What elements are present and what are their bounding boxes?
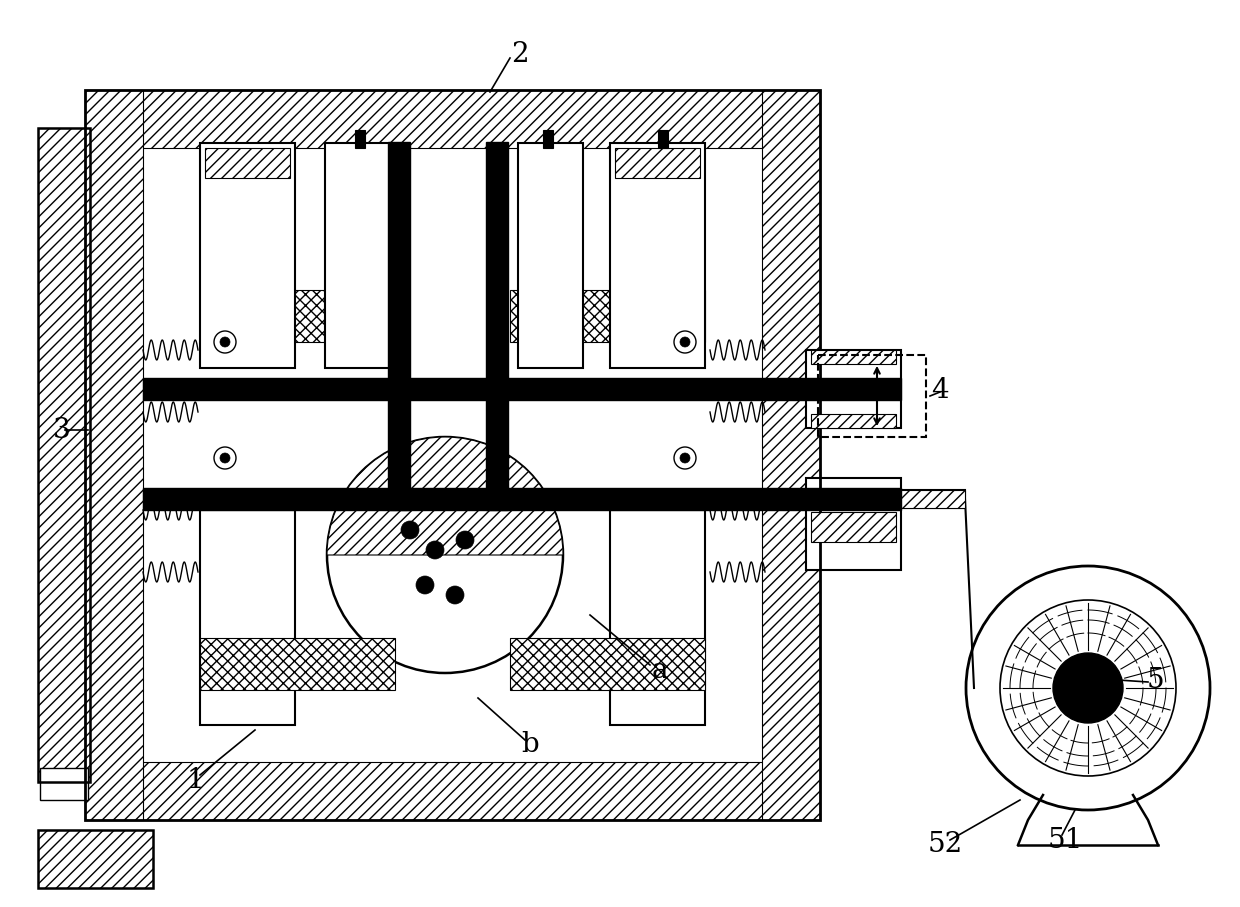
Wedge shape bbox=[327, 437, 563, 555]
Bar bbox=[811, 414, 897, 428]
Bar bbox=[355, 130, 365, 148]
Bar bbox=[38, 128, 91, 782]
Circle shape bbox=[215, 331, 236, 353]
Bar bbox=[200, 290, 396, 342]
Bar bbox=[325, 143, 391, 368]
Text: b: b bbox=[521, 732, 539, 758]
Bar bbox=[610, 143, 706, 368]
Circle shape bbox=[680, 453, 689, 463]
Text: a: a bbox=[652, 657, 668, 684]
Bar bbox=[200, 143, 295, 368]
Bar bbox=[38, 830, 153, 888]
Circle shape bbox=[401, 521, 419, 539]
Circle shape bbox=[675, 331, 696, 353]
Bar bbox=[811, 350, 897, 364]
Circle shape bbox=[219, 453, 229, 463]
Circle shape bbox=[427, 541, 444, 559]
Circle shape bbox=[219, 337, 229, 347]
Bar bbox=[200, 510, 295, 725]
Bar bbox=[388, 142, 410, 510]
Circle shape bbox=[966, 566, 1210, 810]
Bar bbox=[38, 830, 153, 888]
Bar bbox=[40, 768, 88, 800]
Bar bbox=[38, 128, 91, 782]
Bar bbox=[658, 130, 668, 148]
Bar bbox=[806, 478, 901, 570]
Circle shape bbox=[999, 600, 1176, 776]
Bar bbox=[543, 130, 553, 148]
Text: 5: 5 bbox=[1146, 667, 1164, 694]
Bar bbox=[510, 290, 706, 342]
Text: 51: 51 bbox=[1048, 826, 1083, 853]
Circle shape bbox=[680, 337, 689, 347]
Text: 1: 1 bbox=[186, 766, 203, 794]
Bar bbox=[818, 355, 926, 437]
Bar bbox=[806, 350, 901, 428]
Bar bbox=[86, 90, 820, 820]
Bar bbox=[763, 90, 820, 820]
Text: 2: 2 bbox=[511, 42, 528, 69]
Text: 52: 52 bbox=[928, 832, 962, 859]
Circle shape bbox=[215, 447, 236, 469]
Circle shape bbox=[456, 531, 474, 549]
Bar bbox=[143, 488, 806, 510]
Bar bbox=[900, 490, 965, 508]
Bar bbox=[86, 762, 820, 820]
Bar bbox=[205, 148, 290, 178]
Bar bbox=[806, 488, 901, 510]
Bar bbox=[811, 512, 897, 542]
Bar bbox=[615, 148, 701, 178]
Bar bbox=[143, 378, 806, 400]
Circle shape bbox=[327, 437, 563, 673]
Circle shape bbox=[675, 447, 696, 469]
Bar bbox=[486, 142, 508, 510]
Bar bbox=[86, 90, 820, 148]
Text: 4: 4 bbox=[931, 376, 949, 404]
Bar bbox=[510, 638, 706, 690]
Bar bbox=[518, 143, 583, 368]
Circle shape bbox=[415, 576, 434, 594]
Bar bbox=[200, 638, 396, 690]
Bar bbox=[86, 90, 143, 820]
Circle shape bbox=[446, 586, 464, 604]
Text: 3: 3 bbox=[53, 416, 71, 444]
Circle shape bbox=[1053, 653, 1123, 723]
Bar bbox=[900, 490, 965, 508]
Bar bbox=[610, 510, 706, 725]
Bar bbox=[806, 378, 901, 400]
